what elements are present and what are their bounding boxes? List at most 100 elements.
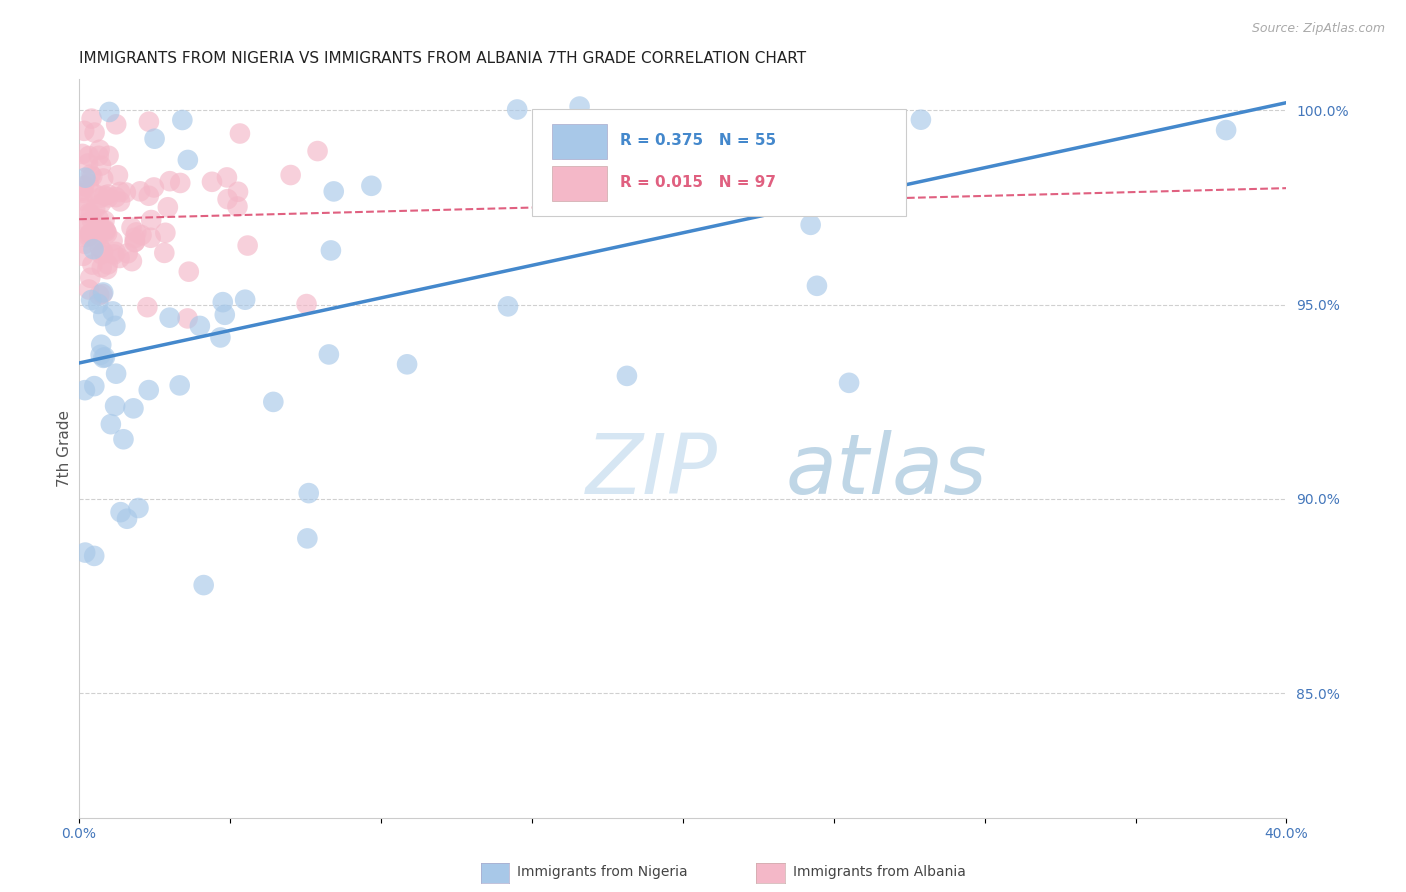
FancyBboxPatch shape <box>553 124 607 159</box>
Point <box>396 357 419 371</box>
Point <box>93 188 115 202</box>
Point <box>89 143 111 157</box>
Point <box>125 226 148 240</box>
Point <box>91 285 114 300</box>
Point <box>98 105 121 120</box>
Point <box>124 235 146 249</box>
Point <box>79 270 101 285</box>
Point <box>297 532 319 546</box>
Point <box>280 168 302 182</box>
Point <box>103 247 125 261</box>
Point <box>73 236 96 251</box>
Point <box>93 213 115 227</box>
Point <box>73 201 96 215</box>
Point <box>139 231 162 245</box>
Point <box>215 170 238 185</box>
Point <box>112 432 135 446</box>
Point <box>262 395 284 409</box>
Point <box>121 254 143 268</box>
Point <box>90 247 112 261</box>
Point <box>104 244 127 259</box>
Point <box>94 350 117 364</box>
Point <box>138 188 160 202</box>
Point <box>73 124 96 138</box>
Point <box>94 225 117 239</box>
Point <box>108 251 131 265</box>
Point <box>77 206 100 220</box>
Point <box>177 265 200 279</box>
Point <box>97 187 120 202</box>
Point <box>70 194 93 208</box>
Point <box>90 260 112 275</box>
Point <box>1215 123 1237 137</box>
Point <box>91 222 114 236</box>
Text: Immigrants from Nigeria: Immigrants from Nigeria <box>517 865 688 880</box>
Point <box>229 127 252 141</box>
Point <box>172 113 194 128</box>
Point <box>124 231 146 245</box>
Point <box>117 246 139 260</box>
Point <box>806 278 828 293</box>
Point <box>73 383 96 397</box>
Point <box>138 383 160 397</box>
Point <box>91 351 114 365</box>
Point <box>209 330 232 344</box>
Text: Source: ZipAtlas.com: Source: ZipAtlas.com <box>1251 22 1385 36</box>
Point <box>177 153 200 167</box>
Point <box>176 311 198 326</box>
Point <box>156 200 179 214</box>
Point <box>72 184 94 198</box>
Point <box>568 99 591 113</box>
Point <box>90 159 112 173</box>
Point <box>77 149 100 163</box>
Point <box>80 207 103 221</box>
Point <box>226 200 249 214</box>
Point <box>75 545 97 559</box>
Point <box>91 244 114 259</box>
Point <box>540 162 562 177</box>
Point <box>107 168 129 182</box>
Point <box>91 171 114 186</box>
Point <box>87 211 110 226</box>
Point <box>83 126 105 140</box>
Point <box>72 219 94 233</box>
Point <box>318 347 340 361</box>
Text: R = 0.015   N = 97: R = 0.015 N = 97 <box>620 175 776 190</box>
Point <box>360 178 382 193</box>
Point <box>193 578 215 592</box>
Point <box>90 190 112 204</box>
Point <box>159 310 181 325</box>
Point <box>80 213 103 227</box>
Point <box>322 185 344 199</box>
Text: ZIP: ZIP <box>586 430 718 511</box>
Text: Immigrants from Albania: Immigrants from Albania <box>793 865 966 880</box>
Point <box>77 229 100 244</box>
Point <box>616 368 638 383</box>
Point <box>86 227 108 242</box>
Text: IMMIGRANTS FROM NIGERIA VS IMMIGRANTS FROM ALBANIA 7TH GRADE CORRELATION CHART: IMMIGRANTS FROM NIGERIA VS IMMIGRANTS FR… <box>79 51 806 66</box>
Point <box>298 486 321 500</box>
Point <box>80 293 103 307</box>
Point <box>236 238 259 252</box>
Point <box>233 293 256 307</box>
Point <box>80 168 103 182</box>
Point <box>77 283 100 297</box>
Point <box>124 235 146 250</box>
Point <box>82 258 104 272</box>
Point <box>169 176 191 190</box>
Point <box>90 197 112 211</box>
Point <box>83 186 105 201</box>
Point <box>226 185 249 199</box>
Point <box>131 228 153 243</box>
Point <box>83 549 105 563</box>
Point <box>129 184 152 198</box>
Point <box>91 309 114 323</box>
Point <box>319 244 342 258</box>
Point <box>80 112 103 126</box>
Point <box>104 318 127 333</box>
Point <box>82 169 104 184</box>
Point <box>84 233 107 247</box>
Point <box>79 227 101 241</box>
Point <box>110 505 132 519</box>
Point <box>97 149 120 163</box>
